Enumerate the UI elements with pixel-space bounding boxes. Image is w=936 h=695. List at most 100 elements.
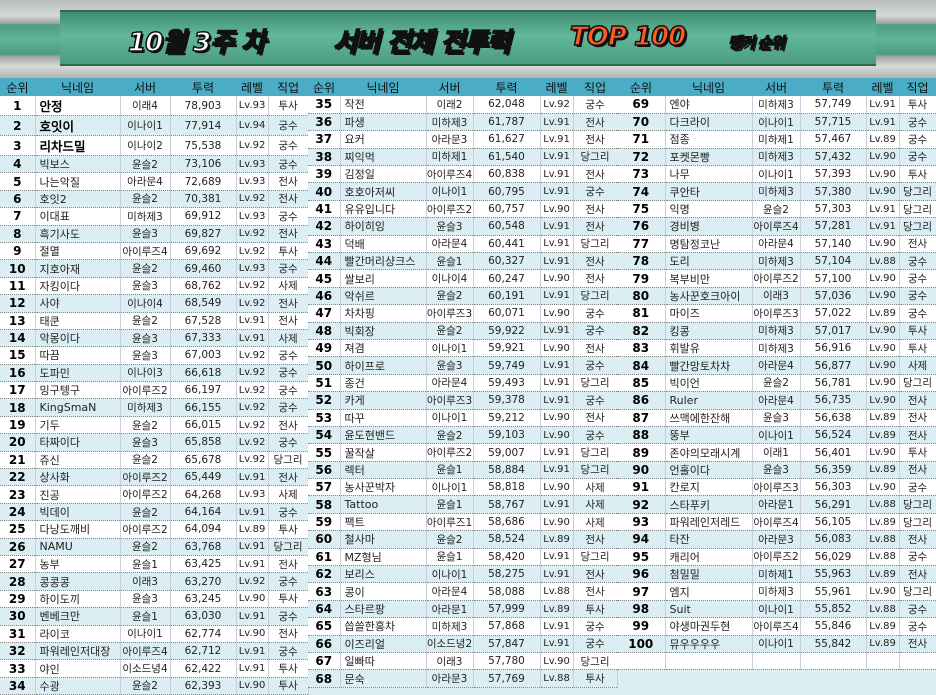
cell-power: 69,912 (170, 207, 237, 226)
cell-level: Lv.90 (540, 339, 574, 358)
cell-power: 57,281 (800, 217, 867, 236)
cell-rank: 53 (308, 409, 341, 427)
cell-server: 이나이1 (752, 426, 801, 445)
cell-rank: 56 (308, 461, 341, 480)
ranking-table-2: 순위 닉네임 서버 투력 레벨 직업 35 작전 이래2 62,048 Lv.92 궁수 36 파생 미하제… (308, 78, 618, 688)
cell-level: Lv.90 (540, 304, 574, 323)
cell-class: 궁수 (573, 322, 618, 340)
cell-class: 궁수 (573, 391, 618, 410)
cell-rank: 69 (617, 96, 666, 114)
cell-server: 아라문4 (120, 172, 171, 191)
cell-class: 궁수 (268, 503, 309, 522)
table-row: 11 자킹이다 윤슬3 68,762 Lv.92 사제 (0, 277, 309, 296)
cell-level: Lv.91 (236, 503, 269, 522)
cell-class: 전사 (573, 165, 618, 184)
cell-server: 아이루즈2 (426, 200, 474, 219)
cell-server: 아라문3 (752, 530, 801, 549)
cell-nickname: 타짜이다 (35, 433, 121, 452)
cell-server: 이나이1 (752, 113, 801, 132)
cell-power: 56,291 (800, 495, 867, 514)
cell-server: 윤슬3 (752, 461, 801, 480)
cell-power: 58,884 (473, 461, 541, 480)
cell-rank: 70 (617, 113, 666, 132)
cell-class: 투사 (573, 600, 618, 619)
cell-power: 63,425 (170, 555, 237, 574)
table-row: 25 다낭도깨비 아이루즈2 64,094 Lv.89 투사 (0, 520, 309, 539)
cell-class: 전사 (899, 391, 936, 410)
cell-nickname: 찌익먹 (340, 148, 427, 167)
cell-level: Lv.91 (540, 548, 574, 567)
cell-power: 56,359 (800, 461, 867, 480)
table-row: 16 도파민 이나이3 66,618 Lv.92 궁수 (0, 364, 309, 383)
cell-class: 궁수 (899, 304, 936, 323)
cell-nickname: Ruler (665, 391, 753, 410)
table-row: 87 쓰맥에한잔해 윤슬3 56,638 Lv.89 전사 (617, 409, 936, 427)
cell-power: 60,327 (473, 252, 541, 271)
cell-class: 전사 (268, 225, 309, 243)
cell-level: Lv.92 (236, 346, 269, 365)
cell-power: 70,381 (170, 190, 237, 209)
cell-nickname: 씁쓸한홍차 (340, 617, 427, 636)
cell-level: Lv.90 (540, 409, 574, 427)
cell-nickname: 렉터 (340, 461, 427, 480)
cell-nickname: 꿀작살 (340, 443, 427, 462)
cell-nickname: 도파민 (35, 364, 121, 383)
table-row: 30 벤베크만 윤슬1 63,030 Lv.91 궁수 (0, 607, 309, 626)
cell-class: 전사 (573, 565, 618, 584)
cell-level: Lv.92 (236, 277, 269, 296)
cell-power: 56,303 (800, 478, 867, 497)
cell-class: 투사 (268, 242, 309, 261)
cell-level: Lv.90 (540, 513, 574, 532)
cell-server: 윤슬2 (426, 530, 474, 549)
column-header-level: 레벨 (236, 78, 268, 96)
table-row: 72 포켓몬빵 미하제3 57,432 Lv.90 궁수 (617, 148, 936, 167)
cell-rank: 84 (617, 356, 666, 375)
cell-class: 궁수 (268, 135, 309, 156)
cell-nickname: 빅보스 (35, 155, 121, 174)
cell-level: Lv.91 (540, 635, 574, 654)
ranker-label: 랭커 순위 (727, 33, 785, 53)
cell-rank: 97 (617, 582, 666, 601)
cell-power: 65,858 (170, 433, 237, 452)
table-row: 37 요커 아라문3 61,627 Lv.91 전사 (308, 130, 618, 149)
cell-power: 59,007 (473, 443, 541, 462)
cell-rank: 75 (617, 200, 666, 219)
cell-power: 63,030 (170, 607, 237, 626)
cell-rank: 50 (308, 356, 341, 375)
cell-nickname: 팩트 (340, 513, 427, 532)
cell-class: 궁수 (268, 155, 309, 174)
cell-level: Lv.90 (866, 322, 900, 340)
cell-class: 사제 (573, 478, 618, 497)
cell-power: 56,781 (800, 374, 867, 393)
cell-server: 이나이3 (120, 364, 171, 383)
cell-class: 전사 (573, 339, 618, 358)
cell-nickname: 빨간망토차차 (665, 356, 753, 375)
header-row: 순위 닉네임 서버 투력 레벨 직업 (617, 78, 936, 96)
cell-nickname: 자킹이다 (35, 277, 121, 296)
cell-power: 66,618 (170, 364, 237, 383)
cell-server: 윤슬3 (120, 277, 171, 296)
cell-nickname: 스타르팡 (340, 600, 427, 619)
empty-row (617, 652, 936, 671)
cell-class: 전사 (573, 530, 618, 549)
cell-level: Lv.89 (866, 635, 900, 654)
cell-nickname: 사야 (35, 294, 121, 313)
cell-class: 투사 (268, 520, 309, 539)
cell-level: Lv.93 (236, 172, 269, 191)
cell-class: 궁수 (899, 130, 936, 149)
cell-rank: 94 (617, 530, 666, 549)
cell-nickname: 휘발유 (665, 339, 753, 358)
cell-rank: 41 (308, 200, 341, 219)
ranking-table-1: 순위 닉네임 서버 투력 레벨 직업 1 안정 이래4 78,903 Lv.93 투사 2 호잇이 이나이1… (0, 78, 309, 695)
cell-level: Lv.92 (236, 190, 269, 209)
cell-class: 전사 (573, 217, 618, 236)
cell-power: 61,627 (473, 130, 541, 149)
table-row: 39 김정일 아이루즈4 60,838 Lv.91 전사 (308, 165, 618, 184)
cell-power: 69,692 (170, 242, 237, 261)
cell-level: Lv.90 (866, 443, 900, 462)
cell-server: 이나이1 (426, 339, 474, 358)
cell-level: Lv.88 (540, 669, 574, 688)
cell-server: 미하제3 (752, 252, 801, 271)
column-header-server: 서버 (752, 78, 800, 96)
cell-rank: 36 (308, 113, 341, 132)
